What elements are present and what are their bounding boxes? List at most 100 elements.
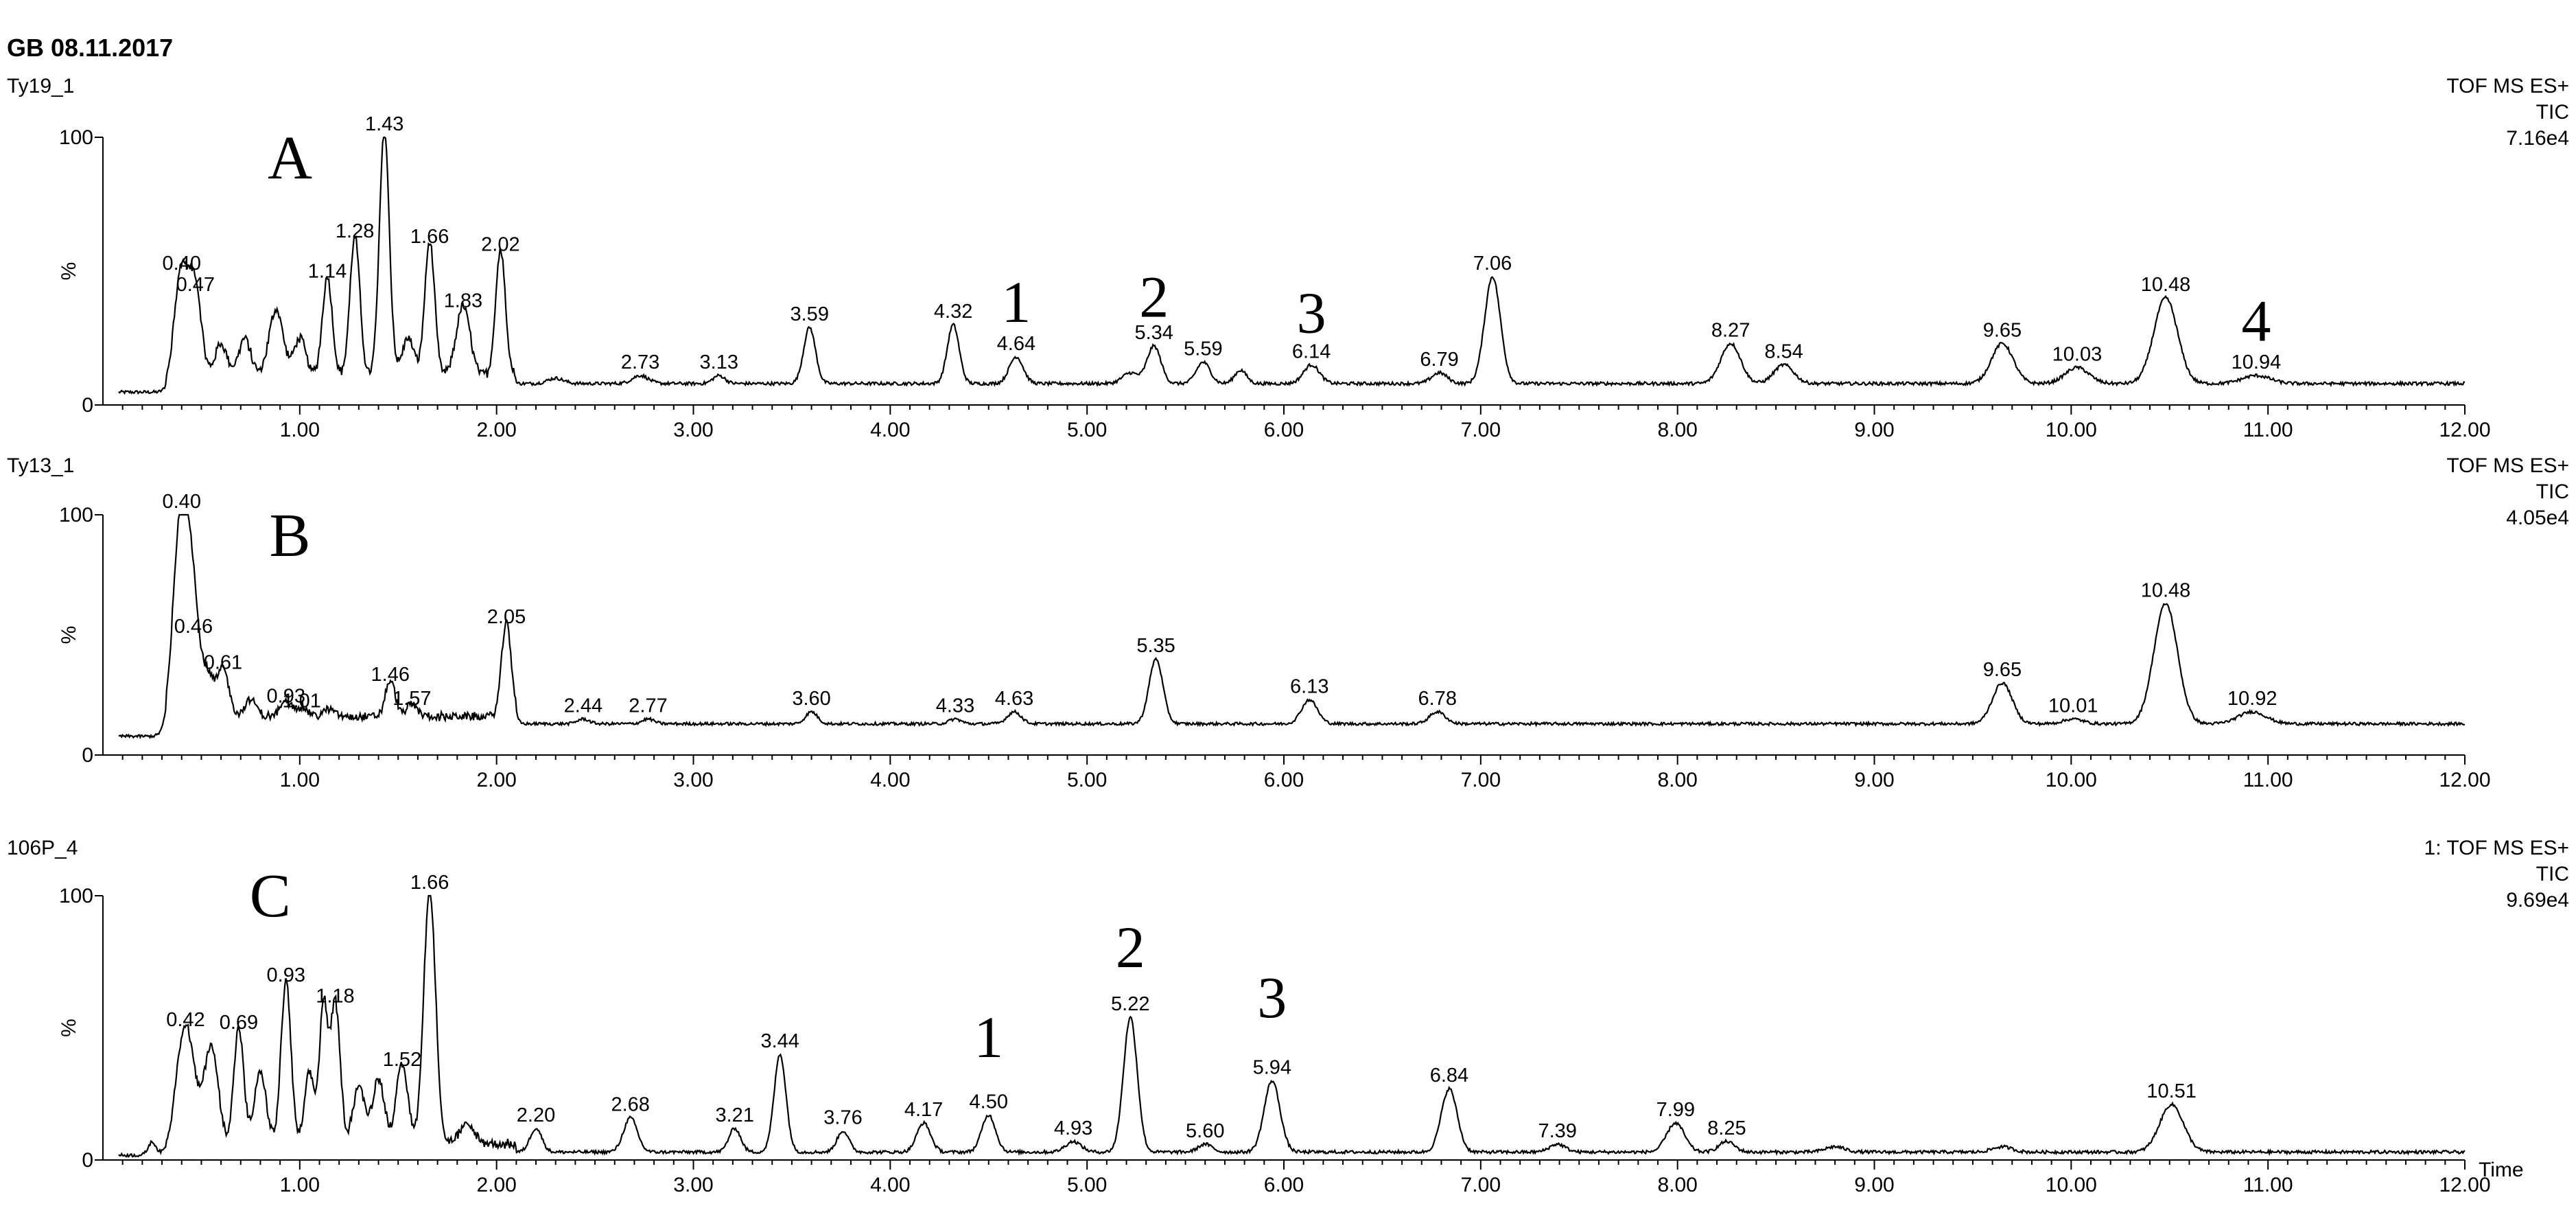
peak-label: 6.79 [1420,349,1458,371]
x-tick-label: 3.00 [673,1174,713,1196]
peak-label: 4.63 [995,688,1033,710]
detector-info-line: TOF MS ES+ [2446,454,2569,477]
peak-label: 10.48 [2141,274,2191,296]
detector-info-line: 9.69e4 [2506,889,2569,912]
compound-marker: 3 [1257,964,1287,1030]
peak-label: 7.99 [1656,1099,1695,1121]
x-tick-label: 2.00 [476,419,516,441]
x-tick-label: 9.00 [1854,1174,1894,1196]
peak-label: 9.65 [1983,319,2022,341]
y-tick-label: 100 [59,126,93,149]
peak-label: 10.48 [2141,580,2191,602]
x-tick-label: 11.00 [2243,1174,2293,1196]
peak-label: 1.14 [308,261,347,283]
peak-label: 0.69 [220,1012,258,1034]
peak-label: 1.83 [444,290,482,312]
figure-title: GB 08.11.2017 [7,34,173,62]
peak-label: 1.43 [365,113,403,135]
peak-label: 0.40 [163,253,201,275]
x-tick-label: 10.00 [2046,769,2097,791]
peak-label: 5.59 [1184,338,1222,360]
panel-label: A [268,124,312,192]
y-tick-label: 100 [59,885,93,907]
detector-info-line: 7.16e4 [2506,127,2569,150]
peak-label: 0.61 [204,652,242,674]
peak-label: 4.50 [970,1091,1008,1113]
sample-name: Ty19_1 [7,75,74,97]
peak-label: 9.65 [1983,659,2022,681]
x-tick-label: 3.00 [673,769,713,791]
x-tick-label: 12.00 [2439,1174,2490,1196]
peak-label: 1.18 [316,986,354,1008]
x-tick-label: 9.00 [1854,419,1894,441]
chart-panel-C: 106P_4 1: TOF MS ES+ TIC 9.69e4 100 0% 1.00 2.0… [7,837,2569,1196]
peak-label: 1.01 [282,691,320,712]
y-tick-label: 0 [82,394,93,417]
peak-label: 0.47 [176,274,215,296]
peak-label: 10.92 [2227,688,2278,710]
peak-label: 7.39 [1538,1120,1576,1142]
x-tick-label: 7.00 [1461,1174,1501,1196]
x-tick-label: 2.00 [476,1174,516,1196]
peak-label: 4.17 [904,1099,943,1121]
detector-info-line: TIC [2536,863,2569,885]
chromatogram-trace [118,136,2466,395]
chromatogram-trace [118,513,2466,739]
y-axis-label: % [58,1019,80,1037]
peak-label: 5.22 [1111,993,1149,1015]
y-tick-label: 100 [59,504,93,526]
panel-label: C [250,862,291,930]
x-tick-label: 3.00 [673,419,713,441]
peak-label: 3.21 [716,1104,754,1126]
peak-label: 2.20 [517,1104,555,1126]
x-tick-label: 8.00 [1657,769,1697,791]
peak-label: 6.84 [1430,1065,1468,1087]
x-tick-label: 6.00 [1264,1174,1304,1196]
x-tick-label: 4.00 [870,1174,910,1196]
compound-marker: 1 [1001,269,1031,335]
compound-marker: 2 [1116,914,1145,980]
peak-label: 5.35 [1136,635,1175,657]
chart-panel-A: Ty19_1 TOF MS ES+ TIC 7.16e4 100 0% 1.00 2.00 3.… [7,75,2569,441]
detector-info-line: TIC [2536,480,2569,503]
x-tick-label: 5.00 [1067,419,1107,441]
x-tick-label: 8.00 [1657,419,1697,441]
peak-label: 0.93 [267,686,305,708]
peak-label: 4.32 [934,301,972,323]
detector-info-line: TOF MS ES+ [2446,75,2569,97]
peak-label: 6.14 [1292,341,1331,363]
peak-label: 3.76 [823,1107,862,1129]
x-tick-label: 1.00 [280,1174,320,1196]
x-tick-label: 6.00 [1264,769,1304,791]
x-tick-label: 4.00 [870,769,910,791]
peak-label: 0.46 [174,616,213,638]
x-tick-label: 12.00 [2439,769,2490,791]
peak-label: 3.59 [791,303,829,325]
y-axis-label: % [58,262,80,281]
peak-label: 4.64 [997,333,1035,355]
peak-label: 1.57 [393,688,431,710]
sample-name: Ty13_1 [7,454,74,477]
peak-label: 0.40 [163,491,201,513]
x-tick-label: 7.00 [1461,769,1501,791]
x-tick-label: 9.00 [1854,769,1894,791]
x-tick-label: 10.00 [2046,419,2097,441]
y-tick-label: 0 [82,744,93,767]
chart-panel-B: Ty13_1 TOF MS ES+ TIC 4.05e4 100 0% 1.00 2.00 3.… [7,454,2569,791]
x-tick-label: 12.00 [2439,419,2490,441]
compound-marker: 3 [1297,280,1326,346]
peak-label: 4.33 [936,695,974,717]
peak-label: 5.34 [1134,322,1173,344]
peak-label: 6.13 [1290,676,1328,698]
peak-label: 8.25 [1707,1117,1746,1139]
detector-info-line: 1: TOF MS ES+ [2424,837,2569,859]
x-tick-label: 1.00 [280,419,320,441]
compound-marker: 4 [2241,288,2271,353]
x-tick-label: 8.00 [1657,1174,1697,1196]
peak-label: 2.02 [481,234,519,256]
compound-marker: 2 [1139,264,1169,329]
compound-marker: 1 [974,1004,1003,1070]
detector-info-line: 4.05e4 [2506,507,2569,529]
